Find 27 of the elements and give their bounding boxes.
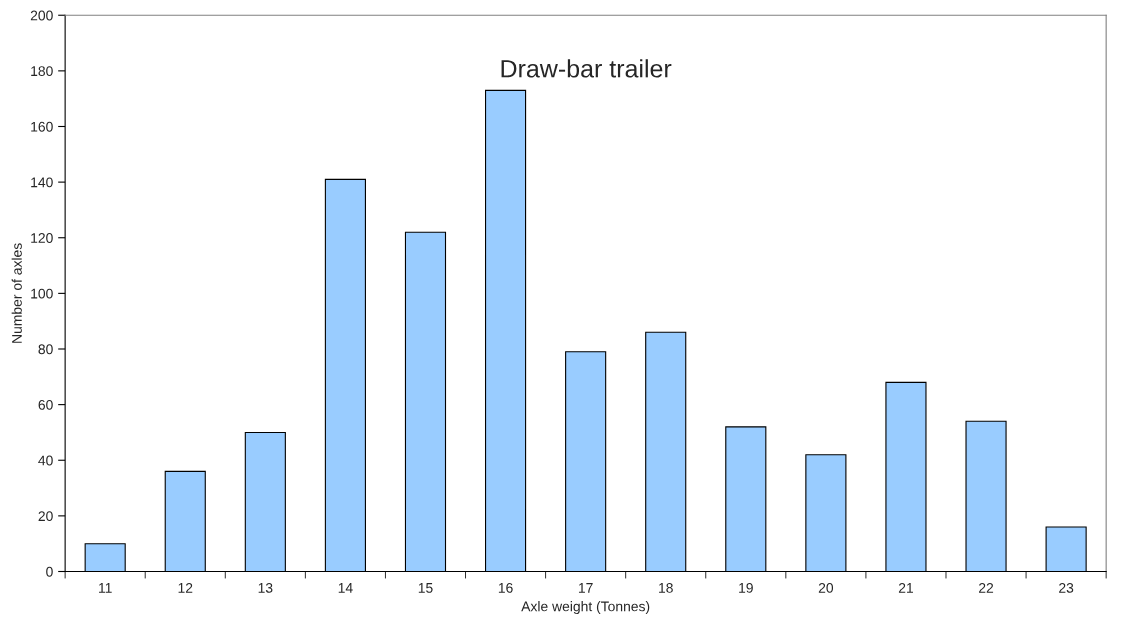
y-tick-label: 0: [46, 566, 53, 577]
x-tick-label: 19: [739, 582, 753, 593]
y-tick-label: 160: [31, 121, 53, 132]
x-tick-label: 13: [258, 582, 273, 593]
text: Draw-bar trailer: [501, 59, 672, 78]
y-tick-label: 60: [38, 399, 53, 410]
x-tick-label: 22: [979, 582, 994, 593]
y-tick-label: 120: [31, 233, 53, 243]
x-tick-label: 17: [578, 583, 593, 593]
x-axis-title: Axle weight (Tonnes): [521, 601, 650, 615]
y-tick-label: 200: [30, 10, 53, 21]
x-tick-label: 14: [338, 583, 353, 593]
x-tick-label: 16: [498, 582, 513, 593]
y-tick-label: 40: [38, 455, 53, 466]
y-tick-label: 20: [38, 511, 53, 522]
y-axis-title: Number of axles: [11, 243, 22, 343]
x-tick-label: 20: [818, 582, 834, 593]
x-tick-label: 12: [178, 582, 193, 593]
x-tick-label: 15: [418, 583, 433, 593]
x-tick-label: 11: [99, 583, 112, 593]
x-tick-label: 21: [898, 582, 914, 593]
y-tick-label: 80: [38, 344, 53, 355]
y-tick-label: 140: [31, 177, 53, 188]
y-tick-label: 180: [31, 66, 53, 77]
x-tick-label: 18: [659, 582, 673, 593]
x-tick-label: 23: [1059, 582, 1074, 593]
y-tick-label: 100: [31, 288, 53, 299]
